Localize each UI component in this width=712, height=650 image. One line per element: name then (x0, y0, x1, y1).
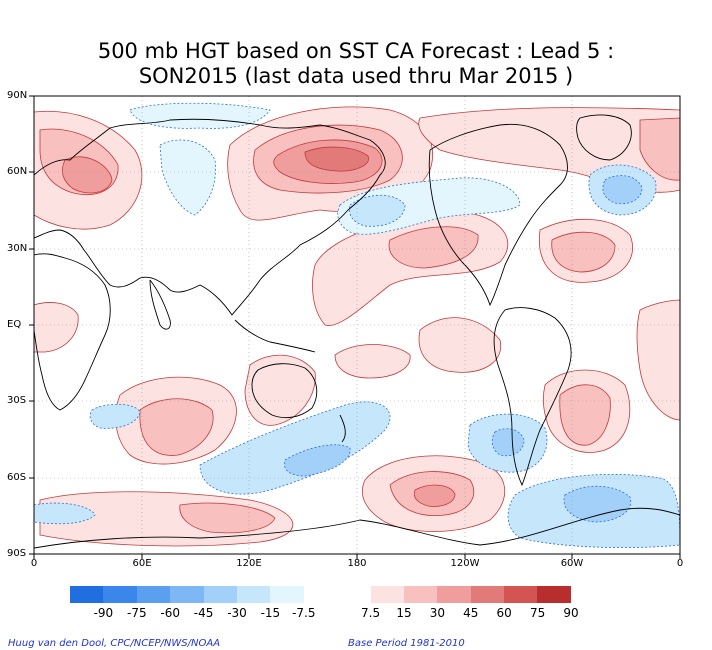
legend-swatch (270, 586, 304, 603)
lon-label-60w: 60W (560, 558, 584, 569)
base-period-text: Base Period 1981-2010 (348, 638, 465, 649)
legend-tick-label: -60 (160, 606, 180, 620)
coast-samerica (493, 307, 572, 487)
map-title-line1: 500 mb HGT based on SST CA Forecast : Le… (97, 39, 615, 63)
anomaly-africa-west (34, 302, 79, 353)
legend-tick-label: 7.5 (361, 606, 381, 620)
anomaly-east-atlantic (636, 299, 680, 421)
anomaly-siberia-peak (304, 146, 369, 172)
legend-swatch (437, 586, 471, 603)
lon-label-180: 180 (347, 558, 367, 569)
legend-swatch (370, 586, 404, 603)
anomaly-cpacific (334, 344, 411, 379)
legend-swatch (236, 586, 271, 603)
map-title-line2: SON2015 (last data used thru Mar 2015 ) (138, 64, 574, 88)
lat-label-30n: 30N (7, 243, 28, 254)
legend-tick-label: 75 (529, 606, 546, 620)
coast-newzealand (339, 414, 346, 443)
lon-label-60e: 60E (132, 558, 152, 569)
anomaly-namerica (388, 226, 479, 269)
lat-label-30s: 30S (7, 395, 27, 406)
anomaly-southern-ocean-inner (283, 444, 351, 477)
lon-label-120e: 120E (236, 558, 262, 569)
graticule (34, 96, 680, 554)
lat-label-90s: 90S (7, 548, 27, 559)
lat-label-90n: 90N (7, 90, 28, 101)
legend-swatch (403, 586, 438, 603)
coast-namerica (428, 123, 568, 307)
legend-tick-label: 90 (563, 606, 579, 620)
anomaly-arctic-pacific (129, 102, 271, 129)
legend-tick-label: -90 (93, 606, 114, 620)
legend-tick-label: 60 (496, 606, 512, 620)
legend-swatch (170, 586, 204, 603)
coastlines (34, 114, 680, 549)
coast-india (149, 279, 171, 330)
axis-ticks (29, 95, 681, 559)
anomaly-indian-inner (139, 398, 214, 456)
lon-label-0: 0 (30, 558, 38, 569)
coast-antarctica (34, 507, 680, 549)
coast-australia (251, 363, 318, 419)
legend-tick-label: 30 (429, 606, 446, 620)
legend-swatch (70, 586, 104, 603)
anomaly-greenland-core (602, 175, 643, 205)
coast-greenland (576, 114, 632, 161)
legend-tick-label: -75 (126, 606, 147, 620)
anomaly-aleutian-inner (349, 194, 406, 227)
legend-swatch (337, 586, 371, 603)
coast-seasia (234, 319, 316, 353)
anomaly-siberia-neg (159, 139, 216, 216)
lat-label-60s: 60S (7, 472, 27, 483)
legend-tick-label: -15 (260, 606, 281, 620)
anomaly-southern-indian-inner (179, 502, 276, 534)
anomaly-atlantic-inner (551, 231, 616, 273)
anomaly-amundsen-core (563, 485, 632, 523)
legend-swatch-blank (303, 586, 338, 603)
negative-anomalies (34, 102, 680, 549)
anomaly-indian-neg (89, 403, 141, 429)
anomaly-epacific (418, 317, 502, 373)
lon-label-120w: 120W (450, 558, 480, 569)
coast-africa (34, 253, 111, 411)
credit-text: Huug van den Dool, CPC/NCEP/NWS/NOAA (8, 638, 221, 649)
coast-europe-asia (34, 118, 386, 316)
anomaly-southern-ocean (199, 401, 391, 495)
legend-tick-label: 45 (463, 606, 479, 620)
legend-tick-label: -45 (193, 606, 214, 620)
legend-swatch (136, 586, 171, 603)
legend-tick-label: 15 (396, 606, 412, 620)
legend-swatch (203, 586, 237, 603)
legend-swatch (537, 586, 571, 603)
legend-swatch (470, 586, 505, 603)
legend-tick-label: -7.5 (292, 606, 316, 620)
anomaly-satlantic-inner (559, 384, 611, 446)
anomaly-weddell (34, 502, 96, 525)
legend-tick-label: -30 (227, 606, 247, 620)
color-legend (70, 586, 571, 603)
anomaly-south-pacific-core (413, 484, 456, 507)
anomaly-europe-core (61, 156, 113, 194)
lon-label-0-end: 0 (676, 558, 684, 569)
lat-label-60n: 60N (7, 166, 28, 177)
lat-label-eq: EQ (7, 319, 22, 330)
legend-swatch (504, 586, 538, 603)
legend-swatch (103, 586, 137, 603)
